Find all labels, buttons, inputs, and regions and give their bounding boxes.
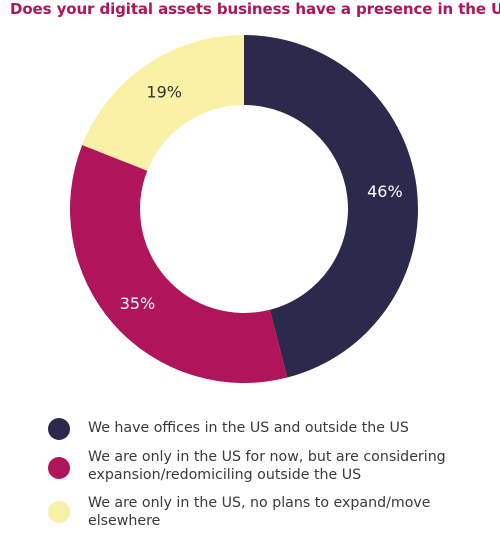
donut-slice-2 bbox=[70, 144, 288, 383]
slice-label-2: 35% bbox=[120, 294, 156, 313]
slice-label-3: 19% bbox=[146, 83, 182, 102]
donut-slice-3 bbox=[82, 35, 244, 171]
legend-label: We have offices in the US and outside th… bbox=[88, 420, 409, 436]
chart-title: Does your digital assets business have a… bbox=[10, 0, 500, 18]
legend-label: We are only in the US for now, but are c… bbox=[88, 449, 446, 483]
legend-dot-icon bbox=[48, 501, 70, 523]
slice-label-1: 46% bbox=[367, 182, 403, 201]
legend-dot-icon bbox=[48, 457, 70, 479]
donut-slice-1 bbox=[244, 35, 418, 378]
donut-chart: 46% 35% 19% bbox=[70, 35, 418, 383]
legend-dot-icon bbox=[48, 418, 70, 440]
legend-label: We are only in the US, no plans to expan… bbox=[88, 495, 431, 529]
